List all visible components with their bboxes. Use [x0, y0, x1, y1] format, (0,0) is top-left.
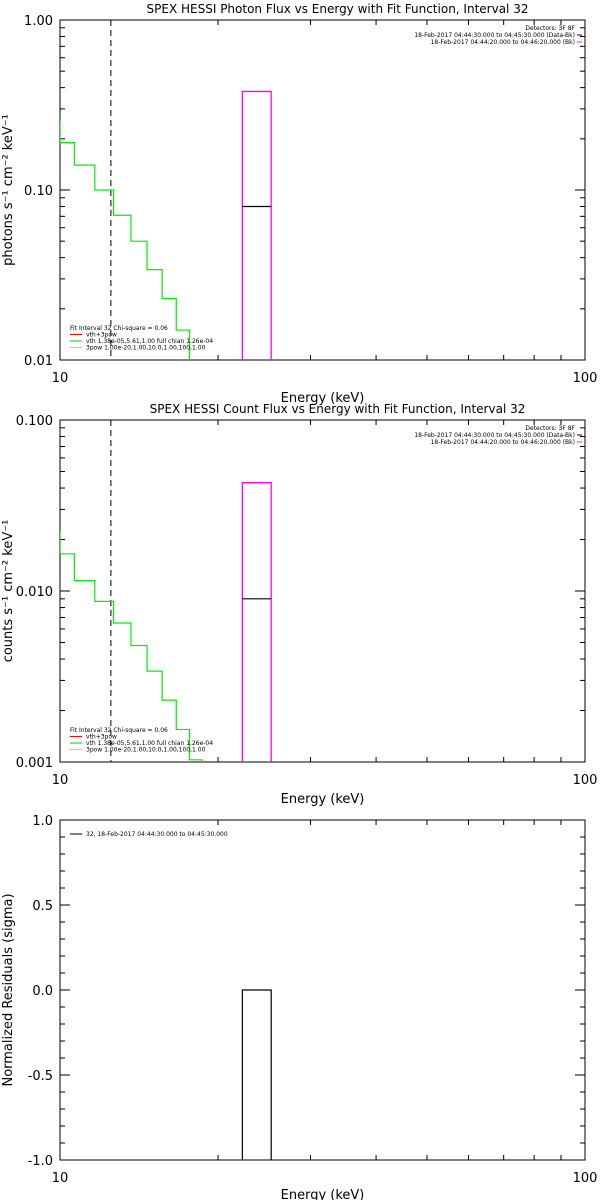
- y-axis-label: photons s⁻¹ cm⁻² keV⁻¹: [1, 114, 16, 266]
- y-axis-label: Normalized Residuals (sigma): [1, 893, 16, 1086]
- background-bin: [241, 90, 272, 360]
- legend-left-entry: 32, 18-Feb-2017 04:44:30.000 to 04:45:30…: [86, 831, 228, 838]
- legend-right-entry: Detectors: 3F 8F: [525, 25, 575, 32]
- x-tick-label: 100: [573, 371, 598, 386]
- chart-title: SPEX HESSI Photon Flux vs Energy with Fi…: [147, 2, 529, 16]
- count-flux-panel: SPEX HESSI Count Flux vs Energy with Fit…: [1, 402, 597, 807]
- x-tick-label: 10: [52, 1171, 69, 1186]
- legend-right-entry: 18-Feb-2017 04:44:20.000 to 04:46:20.000…: [431, 439, 575, 446]
- model-fit-step-line: [60, 531, 203, 762]
- series-group: [60, 482, 272, 762]
- y-tick-label: 0.100: [16, 414, 53, 429]
- legend-left-entry: Fit Interval 32 Chi-square = 0.06: [70, 325, 168, 332]
- x-axis-label: Energy (keV): [281, 792, 365, 807]
- legend-right-entry: Detectors: 3F 8F: [525, 425, 575, 432]
- legend-left-entry: vth+3pow: [86, 734, 117, 741]
- legend-right-entry: 18-Feb-2017 04:44:30.000 to 04:45:30.000…: [414, 432, 575, 439]
- photon-flux-panel: SPEX HESSI Photon Flux vs Energy with Fi…: [1, 2, 597, 406]
- x-tick-label: 100: [573, 773, 598, 788]
- legend-left-entry: Fit Interval 32 Chi-square = 0.06: [70, 727, 168, 734]
- y-tick-label: 0.010: [16, 585, 53, 600]
- chart-title: SPEX HESSI Count Flux vs Energy with Fit…: [150, 402, 526, 416]
- x-tick-label: 100: [573, 1171, 598, 1186]
- x-axis-label: Energy (keV): [281, 1188, 365, 1200]
- legend-left-entry: vth 1.38e-05,5.61,1.00 full chian 1.26e-…: [86, 338, 213, 345]
- model-fit-step-line: [60, 120, 191, 360]
- legend-right-entry: 18-Feb-2017 04:44:30.000 to 04:45:30.000…: [414, 32, 575, 39]
- plot-frame: [59, 419, 586, 763]
- plot-frame: [59, 819, 586, 1161]
- y-tick-label: 1.0: [32, 814, 53, 829]
- y-tick-label: 0.10: [24, 184, 53, 199]
- y-tick-label: 0.0: [32, 984, 53, 999]
- legend-right-entry: 18-Feb-2017 04:44:20.000 to 04:46:20.000…: [431, 39, 575, 46]
- y-tick-label: -0.5: [28, 1069, 53, 1084]
- legend-left-entry: vth+3pow: [86, 332, 117, 339]
- y-tick-label: 0.01: [24, 354, 53, 369]
- series-group: [241, 989, 272, 1160]
- y-tick-label: -1.0: [28, 1154, 53, 1169]
- residuals-panel: Energy (keV) Normalized Residuals (sigma)…: [1, 814, 598, 1203]
- legend-left-entry: vth 1.38e-05,5.61,1.00 full chian 1.26e-…: [86, 740, 213, 747]
- x-tick-label: 10: [52, 773, 69, 788]
- series-group: [60, 90, 272, 360]
- legend-left-entry: 3pow 1.00e-20,1.00,10.0,1.00,100,1.00: [86, 747, 206, 754]
- y-tick-label: 0.001: [16, 756, 53, 771]
- y-tick-label: 1.00: [24, 14, 53, 29]
- x-tick-label: 10: [52, 371, 69, 386]
- x-axis-label: Energy (keV): [281, 391, 365, 406]
- legend-left-entry: 3pow 1.00e-20,1.00,10.0,1.00,100,1.00: [86, 345, 206, 352]
- y-axis-label: counts s⁻¹ cm⁻² keV⁻¹: [1, 520, 16, 663]
- plot-frame: [59, 19, 586, 361]
- background-bin: [241, 482, 272, 762]
- y-tick-label: 0.5: [32, 899, 53, 914]
- residual-bar: [241, 989, 272, 1160]
